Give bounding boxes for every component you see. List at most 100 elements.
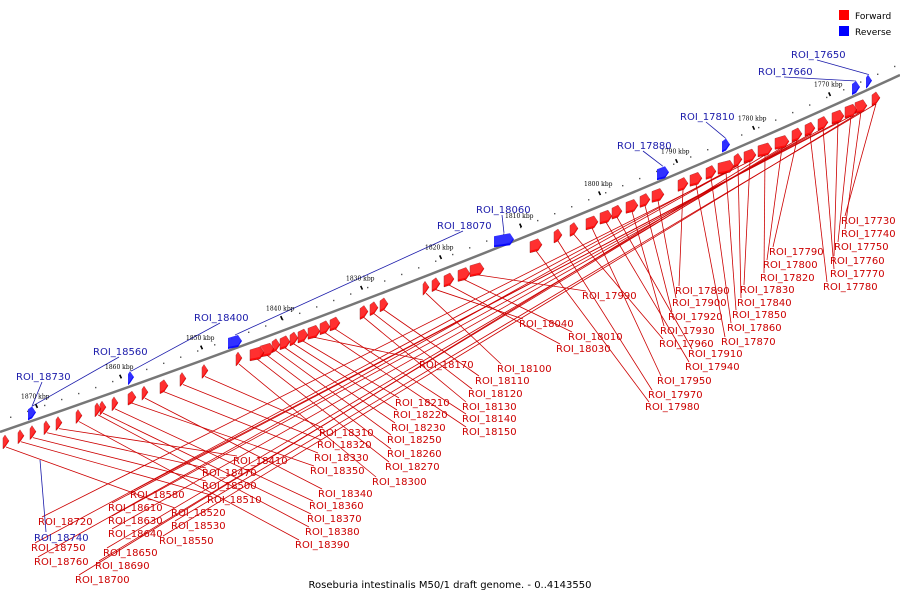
gene-label: ROI_18530 (171, 521, 226, 532)
gene-label: ROI_18410 (233, 456, 288, 467)
forward-gene (307, 323, 321, 340)
reverse-gene (852, 78, 860, 95)
forward-gene (99, 399, 107, 416)
gene-label: ROI_17870 (721, 337, 776, 348)
forward-gene (17, 427, 25, 445)
forward-gene (743, 147, 757, 164)
scale-dot (622, 184, 624, 187)
gene-label: ROI_17840 (737, 298, 792, 309)
leader-line (837, 116, 852, 243)
reverse-gene (866, 72, 872, 89)
gene-label: ROI_18300 (372, 477, 427, 488)
tick-mark (439, 255, 443, 260)
gene-label: ROI_18610 (108, 503, 163, 514)
legend-reverse-swatch (839, 26, 849, 36)
gene-label: ROI_17660 (758, 67, 813, 78)
scale-dot (61, 398, 63, 401)
forward-gene (585, 213, 599, 231)
gene-label: ROI_18360 (309, 501, 364, 512)
leader-line (573, 234, 664, 340)
tick-label: 1840 kbp (266, 305, 295, 312)
gene-label: ROI_17760 (830, 256, 885, 267)
leader-line (363, 317, 467, 403)
forward-gene (705, 163, 717, 180)
gene-label: ROI_18740 (34, 533, 89, 544)
gene-label: ROI_18250 (387, 435, 442, 446)
forward-gene (329, 314, 341, 332)
forward-gene (651, 186, 665, 203)
forward-gene (75, 407, 83, 425)
scale-dot (877, 73, 879, 75)
gene-label: ROI_18010 (568, 332, 623, 343)
leader-line (114, 408, 314, 502)
gene-labels: ROI_17730 ROI_17740 ROI_17750 ROI_17760 ROI_… (16, 50, 896, 586)
leader-line (163, 391, 319, 454)
forward-gene (569, 220, 579, 237)
forward-gene (844, 102, 858, 119)
forward-gene (774, 133, 790, 150)
tick-mark (280, 315, 284, 321)
scale-dot (656, 170, 658, 173)
reverse-gene (128, 369, 134, 386)
forward-gene (625, 197, 639, 214)
tick-labels: 1770 kbp 1780 kbp 1790 kbp 1800 kbp 1810 kbp… (21, 82, 843, 409)
tick-mark (360, 285, 364, 290)
leader-line (97, 414, 310, 528)
scale-dot (95, 386, 97, 389)
scale-dot (690, 156, 692, 158)
scale-dot (452, 253, 454, 256)
leader-line (41, 160, 751, 518)
forward-gene (379, 295, 389, 313)
gene-label: ROI_18350 (310, 466, 365, 477)
leader-line (383, 309, 480, 377)
gene-label: ROI_18520 (171, 508, 226, 519)
scale-dot (350, 293, 352, 295)
scale-dot (78, 392, 80, 395)
scale-dot (826, 96, 828, 99)
leader-line (705, 121, 727, 139)
leader-line (822, 128, 835, 270)
scale-dot (180, 356, 182, 358)
forward-gene (854, 97, 868, 114)
leader-line (373, 313, 473, 390)
gene-label: ROI_18140 (462, 414, 517, 425)
scale-dot (673, 163, 675, 165)
scale-dot (333, 299, 335, 302)
leader-line (130, 322, 221, 372)
scale-dot (316, 306, 318, 308)
gene-label: ROI_18170 (419, 360, 474, 371)
leader-line (5, 446, 176, 509)
gene-label: ROI_17790 (769, 247, 824, 258)
leader-line (238, 363, 377, 478)
scale-dot (469, 247, 471, 249)
leader-line (284, 347, 396, 424)
gene-label: ROI_17910 (688, 349, 743, 360)
forward-gene (297, 327, 309, 344)
scale-dot (248, 331, 250, 334)
leader-line (144, 397, 323, 490)
leader-line (766, 147, 783, 261)
leader-line (334, 328, 467, 415)
leader-line (20, 441, 212, 496)
scale-dot (741, 134, 743, 136)
scale-dot (401, 273, 403, 276)
forward-gene (141, 384, 149, 401)
forward-gene (319, 318, 331, 336)
gene-label: ROI_17780 (823, 282, 878, 293)
gene-label: ROI_18340 (318, 489, 373, 500)
leader-line (102, 412, 312, 515)
leader-line (32, 437, 207, 482)
leader-line (833, 122, 839, 257)
scale-dot (639, 177, 641, 180)
gene-label: ROI_17810 (680, 112, 735, 123)
gene-label: ROI_17880 (617, 141, 672, 152)
gene-label: ROI_17800 (763, 260, 818, 271)
forward-gene (249, 344, 265, 362)
gene-label: ROI_18510 (207, 495, 262, 506)
scale-dot (163, 362, 165, 365)
forward-gene (279, 333, 291, 351)
scale-dot (571, 206, 573, 208)
forward-gene (457, 265, 471, 282)
tick-mark (119, 374, 123, 379)
leader-line (162, 111, 862, 537)
